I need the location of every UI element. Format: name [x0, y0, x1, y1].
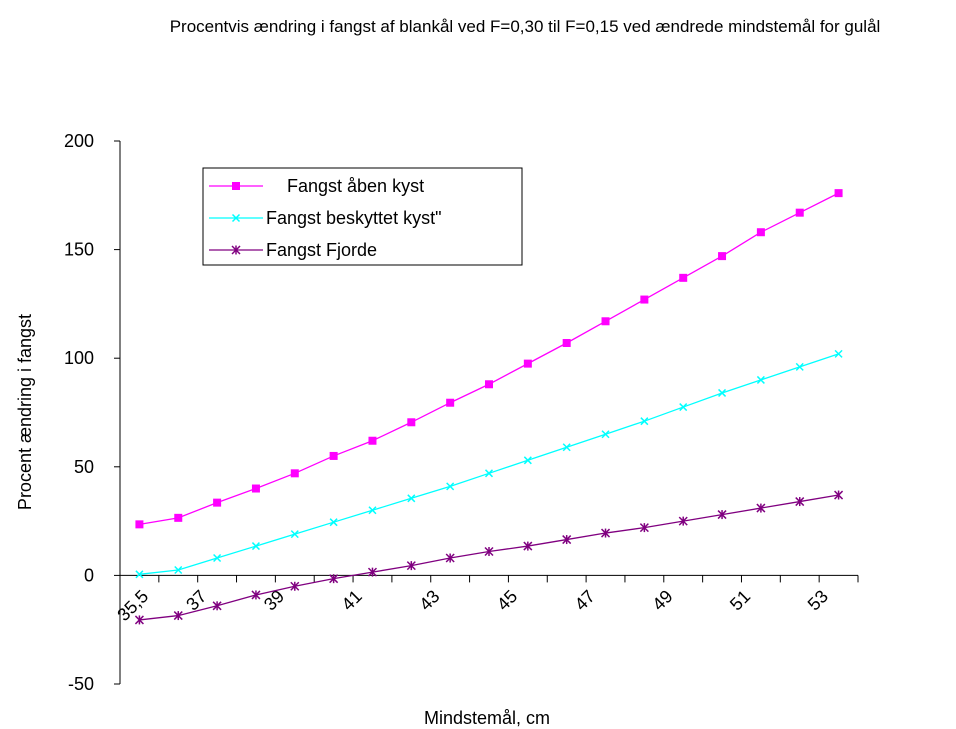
legend-marker: [232, 182, 240, 190]
data-point: [795, 362, 804, 371]
x-tick-label: 53: [804, 586, 832, 614]
y-axis-title: Procent ændring i fangst: [15, 314, 35, 510]
data-point: [640, 417, 649, 426]
data-point: [523, 456, 532, 465]
data-point: [523, 541, 533, 551]
data-point: [407, 494, 416, 503]
axes: [119, 141, 858, 684]
data-point: [562, 443, 571, 452]
data-point: [678, 516, 688, 526]
data-point: [639, 523, 649, 533]
x-tick-label: 51: [726, 586, 754, 614]
data-point: [446, 482, 455, 491]
x-tick-label: 41: [338, 586, 366, 614]
data-point: [174, 565, 183, 575]
data-point: [174, 513, 183, 522]
data-point: [834, 490, 844, 500]
x-tick-label: 43: [415, 586, 443, 614]
data-point: [446, 398, 455, 407]
data-point: [601, 317, 610, 326]
y-ticks: -50 0 50 100 150 200: [64, 131, 120, 694]
y-tick-label: 150: [64, 240, 94, 260]
data-point: [795, 497, 805, 507]
data-point: [756, 228, 765, 237]
data-point: [601, 430, 610, 439]
data-point: [251, 590, 261, 600]
data-point: [135, 570, 144, 579]
series-layer: [134, 189, 844, 625]
data-point: [834, 349, 843, 358]
data-point: [600, 528, 611, 538]
data-point: [290, 530, 299, 539]
x-ticks: 35,5 37 39 41 43 45 47 49 51 53: [113, 575, 859, 625]
data-point: [484, 469, 494, 478]
x-tick-label: 45: [493, 586, 521, 614]
chart-title: Procentvis ændring i fangst af blankål v…: [169, 17, 881, 36]
y-tick-label: 50: [74, 457, 94, 477]
legend-label: Fangst beskyttet kyst": [266, 208, 441, 228]
legend-marker: [231, 245, 241, 255]
data-point: [213, 553, 222, 563]
data-point: [135, 520, 144, 529]
data-point: [406, 561, 416, 571]
data-point: [173, 611, 183, 621]
legend-label: Fangst Fjorde: [266, 240, 377, 260]
data-point: [212, 601, 222, 611]
data-point: [795, 208, 804, 217]
data-point: [213, 498, 222, 507]
data-point: [523, 359, 532, 368]
data-point: [445, 553, 455, 563]
data-point: [718, 252, 727, 261]
x-tick-label: 37: [182, 586, 210, 614]
legend-box: [202, 167, 523, 266]
data-point: [756, 375, 765, 384]
series-3: [134, 490, 844, 625]
legend: Fangst åben kyst Fangst beskyttet kyst" Fa…: [202, 167, 523, 266]
data-point: [679, 273, 688, 282]
data-point: [368, 506, 377, 515]
data-point: [329, 451, 338, 460]
data-point: [718, 388, 727, 397]
data-point: [562, 535, 572, 545]
data-point: [485, 380, 493, 389]
legend-item: Fangst beskyttet kyst": [209, 208, 441, 228]
y-tick-label: 100: [64, 348, 94, 368]
data-point: [717, 510, 727, 520]
data-point: [834, 189, 843, 198]
x-axis-title: Mindstemål, cm: [424, 708, 550, 728]
data-point: [368, 436, 377, 445]
data-point: [367, 567, 378, 577]
y-tick-label: 200: [64, 131, 94, 151]
data-point: [290, 581, 300, 591]
y-tick-label: 0: [84, 565, 94, 585]
data-point: [640, 295, 649, 304]
data-point: [756, 503, 766, 513]
data-point: [484, 546, 494, 557]
legend-marker: [231, 213, 241, 223]
legend-label: Fangst åben kyst: [287, 176, 424, 196]
series-2: [135, 349, 843, 579]
x-tick-label: 49: [648, 586, 676, 614]
data-point: [407, 418, 416, 427]
data-point: [290, 469, 299, 478]
x-tick-label: 47: [571, 586, 599, 614]
data-point: [134, 615, 144, 625]
data-point: [679, 403, 688, 412]
data-point: [251, 542, 260, 551]
data-point: [251, 484, 260, 493]
y-tick-label: -50: [68, 674, 94, 694]
legend-item: Fangst åben kyst: [209, 176, 424, 196]
data-point: [329, 518, 338, 527]
data-point: [329, 574, 339, 584]
legend-item: Fangst Fjorde: [209, 240, 377, 260]
series-1: [135, 189, 843, 529]
data-point: [562, 338, 571, 347]
